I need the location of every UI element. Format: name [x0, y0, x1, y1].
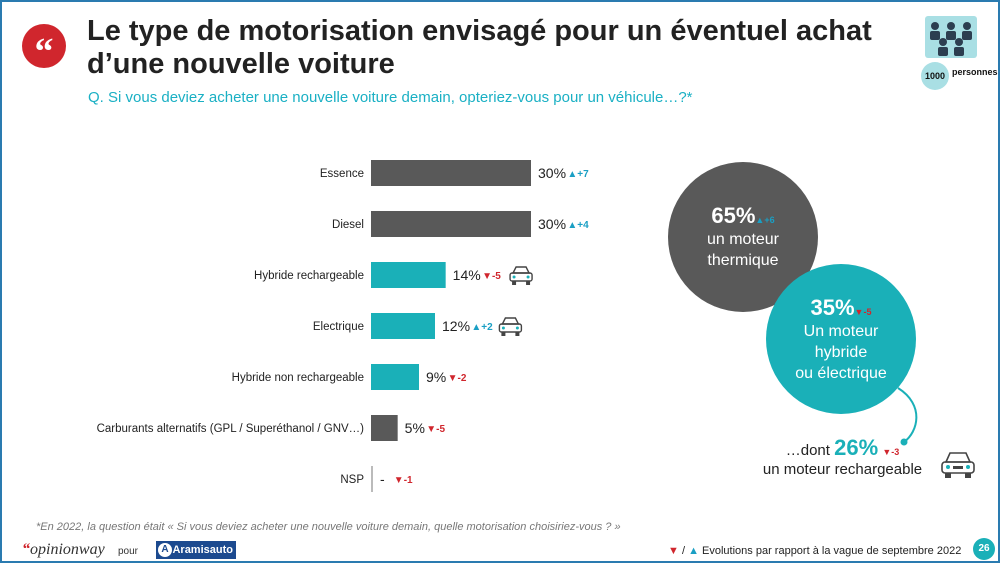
- electrifie-label-1: Un moteur: [803, 322, 879, 340]
- bar-6: [371, 466, 373, 492]
- bar-0: [371, 160, 531, 186]
- thermique-pct: 65%: [711, 203, 756, 228]
- bar-2: [371, 262, 446, 288]
- rechargeable-pct: 26%: [834, 435, 879, 460]
- bar-3: [371, 313, 435, 339]
- aramisauto-mark-icon: A: [158, 543, 172, 557]
- category-label-6: NSP: [340, 474, 364, 486]
- bar-5: [371, 415, 398, 441]
- evolution-legend: ▼ / ▲ Evolutions par rapport à la vague …: [668, 545, 962, 557]
- electrifie-pct: 35%: [810, 294, 855, 320]
- electrifie-label-3: ou électrique: [795, 364, 887, 382]
- up-triangle-icon: ▲: [688, 545, 699, 557]
- electrifie-label-2: hybride: [814, 343, 868, 361]
- rechargeable-evo: ▼-3: [882, 447, 900, 457]
- bar-4: [371, 364, 419, 390]
- rechargeable-label: un moteur rechargeable: [762, 461, 923, 478]
- value-label-0: 30%: [538, 165, 566, 181]
- evolution-label-3: ▲+2: [471, 322, 493, 333]
- question-text: Q. Si vous deviez acheter une nouvelle v…: [88, 89, 693, 106]
- page-number: 26: [973, 538, 995, 560]
- category-label-5: Carburants alternatifs (GPL / Superéthan…: [97, 423, 365, 435]
- evolution-label-1: ▲+4: [567, 220, 589, 231]
- evolution-label-5: ▼-5: [426, 424, 445, 435]
- value-label-3: 12%: [442, 318, 470, 334]
- value-label-1: 30%: [538, 216, 566, 232]
- sample-label: personnes: [952, 67, 998, 77]
- aramisauto-logo: Aramisauto: [156, 541, 236, 559]
- evolution-label-6: ▼-1: [394, 475, 413, 486]
- electric-car-icon: [941, 452, 975, 478]
- thermique-label-1: un moteur: [706, 231, 780, 248]
- car-icon-3: [498, 317, 523, 336]
- page-title: Le type de motorisation envisagé pour un…: [87, 15, 872, 80]
- sample-count: 1000: [921, 62, 949, 90]
- thermique-circle: 65%▲+6 un moteur thermique: [668, 162, 818, 312]
- pour-label: pour: [118, 546, 139, 557]
- rechargeable-summary: …dont 26% ▼-3 un moteur rechargeable: [750, 435, 935, 478]
- category-label-1: Diesel: [332, 219, 364, 231]
- rechargeable-prefix: …dont: [785, 442, 830, 459]
- bar-1: [371, 211, 531, 237]
- footnote: *En 2022, la question était « Si vous de…: [36, 521, 621, 533]
- people-group-icon: [925, 16, 977, 58]
- category-label-3: Electrique: [313, 321, 364, 333]
- value-label-5: 5%: [405, 420, 425, 436]
- value-label-2: 14%: [453, 267, 481, 283]
- value-label-6: -: [380, 471, 385, 487]
- electrifie-circle: 35%▼-5 Un moteur hybride ou électrique: [766, 264, 916, 414]
- value-label-4: 9%: [426, 369, 446, 385]
- evolution-label-4: ▼-2: [448, 373, 467, 384]
- evolution-label-2: ▼-5: [482, 271, 501, 282]
- opinionway-logo: “opinionway: [22, 541, 105, 558]
- thermique-evo: ▲+6: [755, 215, 775, 225]
- category-label-0: Essence: [320, 168, 364, 180]
- thermique-label-2: thermique: [707, 252, 779, 269]
- evolution-label-0: ▲+7: [567, 169, 589, 180]
- category-label-2: Hybride rechargeable: [254, 270, 364, 282]
- quote-icon: “: [22, 24, 66, 73]
- down-triangle-icon: ▼: [668, 545, 679, 557]
- electrifie-evo: ▼-5: [854, 306, 872, 317]
- car-icon-2: [509, 266, 533, 285]
- category-label-4: Hybride non rechargeable: [232, 372, 364, 384]
